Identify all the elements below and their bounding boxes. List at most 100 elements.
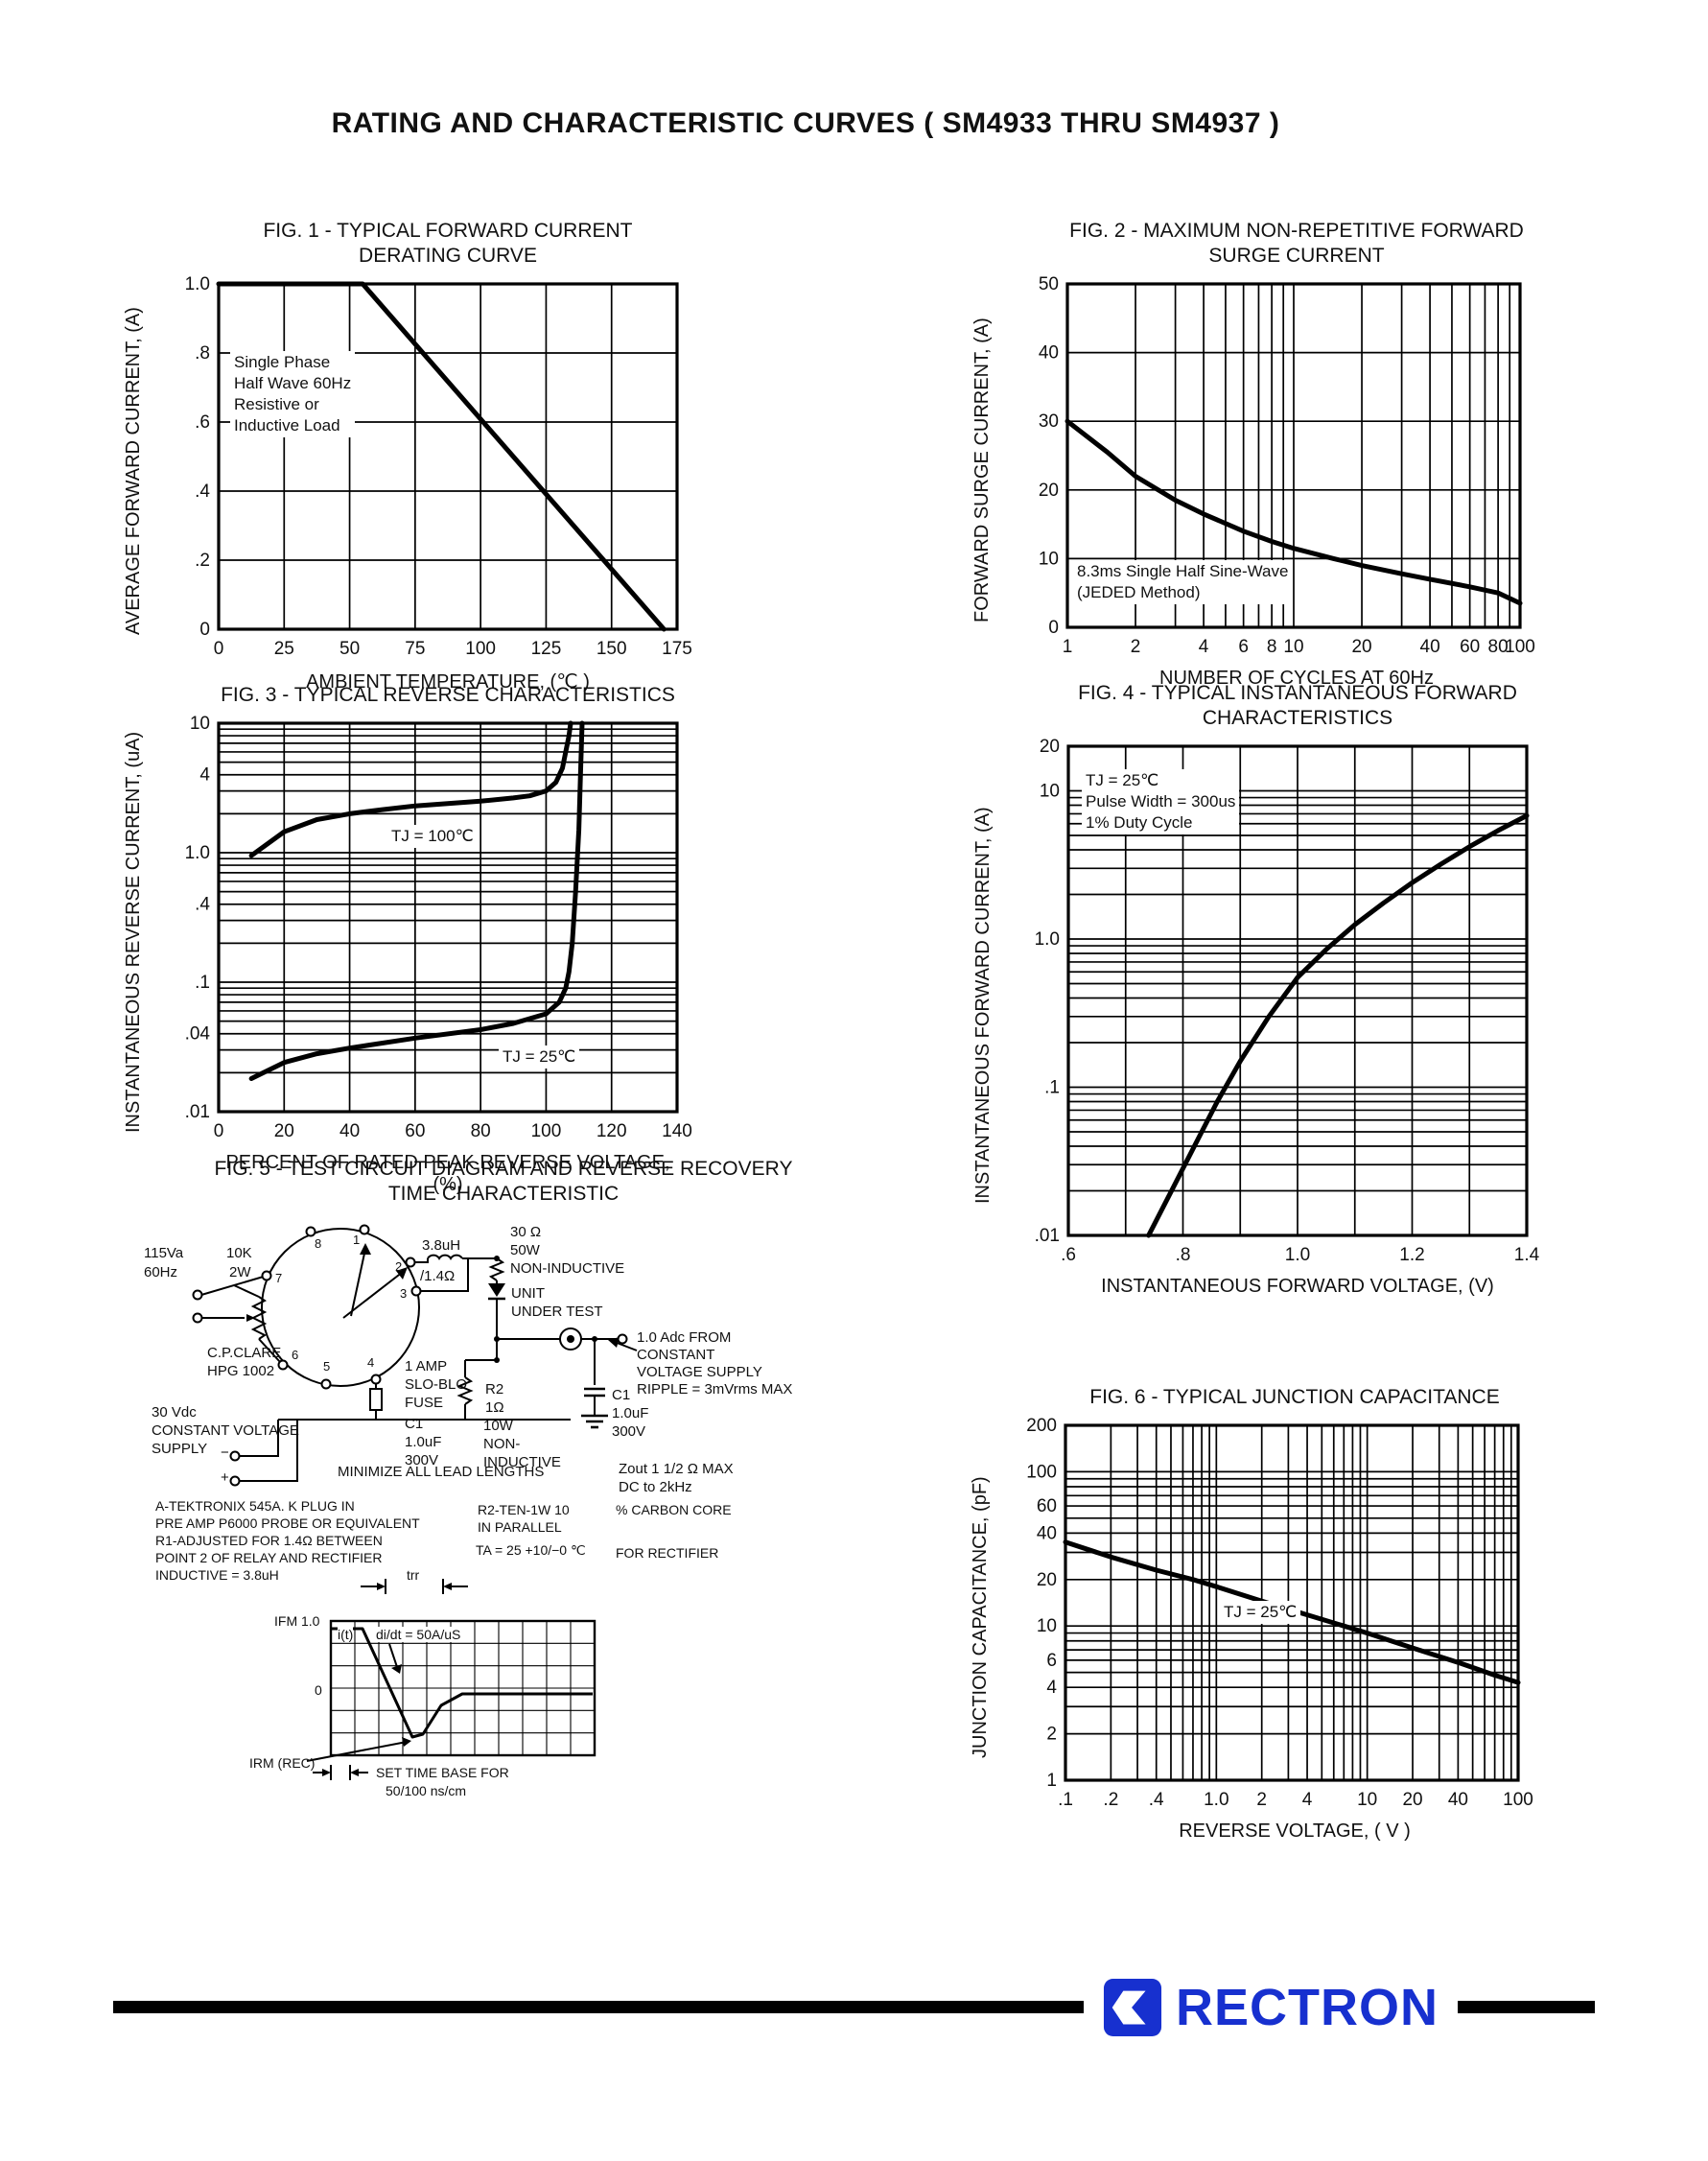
circuit-label: C.P.CLARE [207,1345,282,1361]
open-terminal [229,1475,241,1487]
circuit-label: 10K [226,1245,252,1261]
circuit-label: TA = 25 +10/−0 ℃ [476,1542,586,1558]
fig3-curve-1 [248,720,585,1081]
fig3-y-tick-label: .01 [185,1102,210,1122]
fig4-chart: .6 .8 1.0 1.2 1.4 .01 .1 1.0 10 20 [1035,737,1540,1265]
relay-terminal [370,1374,382,1385]
fig3-gridlines [218,722,678,1113]
circuit-label: + [221,1469,229,1486]
circuit-label: 4 [367,1355,375,1370]
circuit-label: CONSTANT VOLTAGE [152,1422,299,1439]
fig3-x-tick-label: 100 [531,1121,562,1141]
circuit-label: R2 [485,1381,504,1398]
circuit-label: R2-TEN-1W 10 [478,1502,570,1517]
circuit-label: 50/100 ns/cm [386,1783,467,1798]
fig1-y-tick-label: .4 [195,482,210,502]
circuit-label: 300V [405,1452,439,1468]
fig3-x-tick-label: 60 [405,1121,425,1141]
fig3-x-tick-label: 20 [274,1121,294,1141]
fig2-curve-0 [1065,418,1523,606]
circuit-label: SLO-BLO [405,1376,468,1393]
fig5-circuit-drawing [192,1224,638,1780]
circuit-label: 1Ω [485,1399,504,1416]
fig4-annotation: TJ = 25℃ Pulse Width = 300us 1% Duty Cyc… [1082,769,1240,835]
relay-terminal [405,1257,416,1268]
wire-junction [592,1336,597,1342]
fig3-x-tick-label: 140 [662,1121,692,1141]
rectron-logo-icon [1103,1978,1162,2037]
fig4-y-tick-label: 10 [1040,782,1060,802]
fig4-y-tick-label: .1 [1044,1078,1060,1098]
circuit-label: 30 Vdc [152,1404,197,1421]
fig6-x-axis-label: REVERSE VOLTAGE, ( V ) [1179,1820,1411,1842]
circuit-label: A-TEKTRONIX 545A. K PLUG IN [155,1498,355,1514]
fig6-x-tick-label: .2 [1103,1790,1118,1810]
circuit-label: IRM (REC) [249,1755,316,1771]
fig2-y-tick-label: 10 [1039,549,1059,569]
circuit-label: 1 [353,1233,361,1247]
page-title: RATING AND CHARACTERISTIC CURVES ( SM493… [331,107,1280,139]
relay-terminal [359,1224,370,1235]
recovery-current-trace [331,1627,593,1739]
rectron-logo-text: RECTRON [1176,1979,1439,2036]
relay-terminal [277,1359,289,1371]
fig6-plot: .1 .2 .4 1.0 2 4 10 20 40 100 1 2 4 6 10 20 40 60 100 200 T… [1004,1414,1541,1817]
circuit-label: 5 [323,1359,331,1374]
fig6-y-tick-label: 4 [1046,1678,1057,1698]
fig1-x-tick-label: 75 [405,639,425,659]
fig1-y-tick-label: .6 [195,412,210,433]
fig1-annotation: Single Phase Half Wave 60Hz Resistive or… [230,351,356,438]
fig2-plot: 1 2 4 6 8 10 20 40 60 80 100 0 10 20 30 40 50 8.3ms Sing… [1006,272,1543,664]
circuit-label: FOR RECTIFIER [616,1545,719,1561]
fig2-x-tick-label: 80 [1488,637,1509,657]
fig2-y-tick-label: 50 [1039,274,1059,294]
circuit-label: IFM 1.0 [274,1613,320,1629]
fig1-x-tick-label: 0 [214,639,224,659]
relay-body [261,1228,420,1387]
circuit-label: INDUCTIVE = 3.8uH [155,1567,279,1583]
fig2-x-tick-label: 4 [1199,637,1209,657]
circuit-label: 1.0 Adc FROM [637,1329,732,1346]
fig4-y-tick-label: 1.0 [1035,929,1060,950]
fig1-y-axis-label: AVERAGE FORWARD CURRENT, (A) [123,307,144,635]
fig3-y-tick-label: 1.0 [185,843,210,863]
wire-junction [494,1336,500,1342]
fig2-y-tick-label: 0 [1048,618,1059,638]
figure-2: FORWARD SURGE CURRENT, (A) FIG. 2 - MAXI… [971,219,1543,690]
fig5-title: FIG. 5 - TEST CIRCUIT DIAGRAM AND REVERS… [214,1158,793,1205]
fig4-y-tick-label: .01 [1035,1226,1060,1246]
fig4-x-tick-label: 1.4 [1514,1245,1540,1265]
fig1-title: FIG. 1 - TYPICAL FORWARD CURRENT DERATIN… [263,220,633,267]
fig6-x-tick-label: 1.0 [1204,1790,1228,1810]
circuit-label: trr [407,1567,420,1583]
fig6-plot-frame [1064,1423,1520,1782]
circuit-label: SUPPLY [152,1441,208,1457]
relay-terminal [410,1285,422,1297]
fig3-x-tick-label: 40 [339,1121,360,1141]
fig4-x-tick-label: .6 [1061,1245,1076,1265]
fig6-x-tick-label: 4 [1302,1790,1313,1810]
fig1-plot-frame [217,282,679,631]
fig5-circuit-labels: 115Va 60Hz 10K 2W 1 2 3 4 5 6 7 8 3.8uH/1.4Ω 30 Ω 50W N… [134,1216,844,1830]
fig2-y-tick-label: 40 [1039,343,1059,364]
fig6-y-tick-label: 2 [1046,1725,1057,1745]
fig2-y-tick-label: 20 [1039,481,1059,501]
circuit-label: 10W [483,1418,513,1434]
circuit-label: 300V [612,1423,646,1440]
fig2-x-tick-label: 8 [1267,637,1277,657]
fig2-x-tick-label: 60 [1460,637,1480,657]
fig3-y-tick-label: 4 [199,765,210,786]
fig2-y-axis-label: FORWARD SURGE CURRENT, (A) [971,317,993,622]
fig3-chart: 0 20 40 60 80 100 120 140 .01 .04 .1 .4 1.0 4 10 [185,714,692,1141]
fig3-y-axis-label: INSTANTANEOUS REVERSE CURRENT, (uA) [123,731,144,1133]
circuit-label: 3.8uH [422,1237,461,1254]
circuit-label: R1-ADJUSTED FOR 1.4Ω BETWEEN [155,1533,383,1548]
fig4-x-tick-label: .8 [1176,1245,1191,1265]
circuit-label: 0 [315,1682,322,1698]
fig6-y-axis-label: JUNCTION CAPACITANCE, (pF) [970,1476,991,1758]
fig1-x-tick-label: 125 [531,639,562,659]
circuit-label: HPG 1002 [207,1363,275,1379]
fig6-y-tick-label: 20 [1037,1570,1057,1590]
fig4-y-tick-label: 20 [1040,737,1060,757]
fig1-x-tick-label: 25 [274,639,294,659]
